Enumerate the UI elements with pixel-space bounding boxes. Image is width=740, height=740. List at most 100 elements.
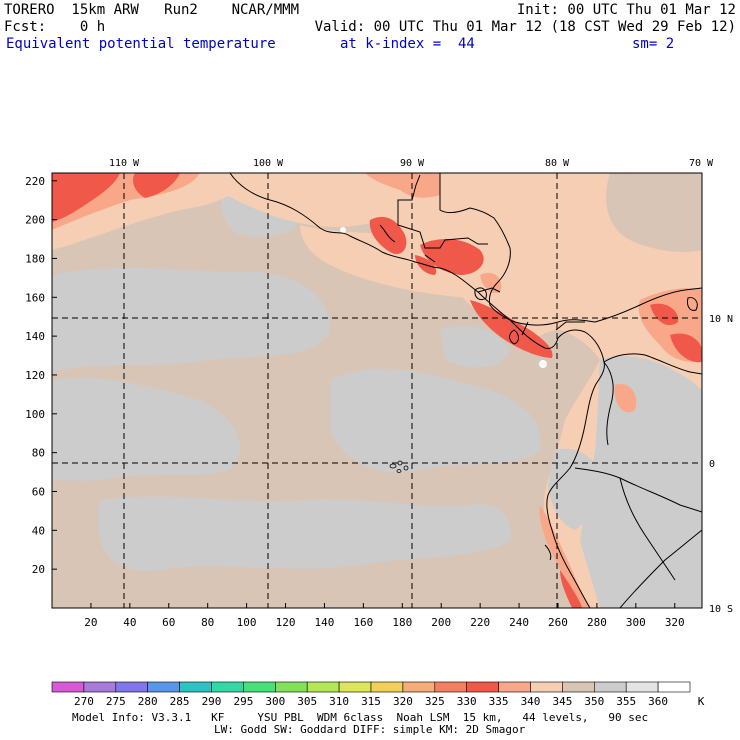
gray-region-andes [548, 448, 600, 530]
lat-label-10n: 10 N [709, 314, 733, 325]
header-forecast-hour: Fcst: 0 h [4, 19, 106, 35]
left-grid-label: 100 [25, 408, 45, 421]
bottom-grid-label: 260 [548, 616, 568, 629]
header-smoothing: sm= 2 [632, 36, 675, 52]
red-strip-peru [560, 570, 582, 608]
header-valid-time: Valid: 00 UTC Thu 01 Mar 12 (18 CST Wed … [314, 19, 736, 35]
colorbar-label: 310 [329, 695, 349, 708]
colorbar-label: 335 [489, 695, 509, 708]
left-grid-label: 60 [32, 485, 45, 498]
plot-frame [51, 172, 703, 609]
left-grid-labels: 220 200 180 160 140 120 100 80 60 40 20 [25, 175, 45, 576]
colorbar-swatch [498, 681, 531, 693]
header-init-time: Init: 00 UTC Thu 01 Mar 12 [516, 2, 736, 18]
header-model-title: TORERO 15km ARW Run2 NCAR/MMM [4, 2, 300, 18]
bottom-grid-label: 80 [201, 616, 214, 629]
axis-ticks [52, 180, 676, 608]
left-grid-label: 180 [25, 252, 45, 265]
red-patch-north [133, 173, 180, 198]
colorbar-swatch [51, 681, 85, 693]
colorbar-swatch [211, 681, 244, 693]
colorbar [51, 681, 691, 693]
bottom-grid-label: 120 [276, 616, 296, 629]
white-speck-2 [340, 227, 346, 233]
colorbar-swatch [530, 681, 563, 693]
colorbar-swatch [83, 681, 117, 693]
left-grid-label: 200 [25, 214, 45, 227]
bottom-grid-label: 40 [123, 616, 136, 629]
colorbar-swatch [657, 681, 691, 693]
left-grid-label: 40 [32, 524, 45, 537]
left-grid-label: 80 [32, 447, 45, 460]
bottom-grid-label: 320 [665, 616, 685, 629]
colorbar-swatch [306, 681, 340, 693]
lon-label-80w: 80 W [545, 158, 570, 169]
lat-label-10s: 10 S [709, 604, 733, 615]
lon-label-70w: 70 W [689, 158, 714, 169]
colorbar-label: 270 [74, 695, 94, 708]
bottom-grid-label: 300 [626, 616, 646, 629]
salmon-patch-north-mexico [365, 173, 440, 198]
colorbar-swatch [179, 681, 212, 693]
left-grid-label: 140 [25, 330, 45, 343]
graticule [52, 173, 702, 608]
salmon-patch-nicaragua [480, 272, 502, 294]
colorbar-unit: K [698, 695, 705, 708]
colorbar-swatch [402, 681, 436, 693]
white-speck [539, 360, 547, 368]
colorbar-swatch [466, 681, 499, 693]
gray-region-west [52, 378, 240, 481]
colorbar-label: 360 [648, 695, 668, 708]
colorbar-swatch [434, 681, 467, 693]
bottom-grid-labels: 20 40 60 80 100 120 140 160 180 200 220 240 260 280 30… [84, 616, 684, 629]
red-patch-venezuela-2 [670, 333, 702, 363]
galapagos-islands [389, 460, 409, 473]
left-grid-label: 20 [32, 563, 45, 576]
colorbar-swatch [370, 681, 404, 693]
left-grid-label: 120 [25, 369, 45, 382]
colorbar-label: 330 [457, 695, 477, 708]
colorbar-label: 350 [584, 695, 604, 708]
bottom-grid-label: 180 [392, 616, 412, 629]
gray-region-northwest [52, 267, 330, 372]
gray-region-south [98, 496, 511, 571]
colorbar-label: 345 [552, 695, 572, 708]
bottom-grid-label: 240 [509, 616, 529, 629]
header-level: at k-index = 44 [340, 36, 475, 52]
gray-region-panama-bight [440, 326, 510, 368]
colorbar-label: 325 [425, 695, 445, 708]
colorbar-swatch [338, 681, 372, 693]
red-patch-venezuela-1 [650, 303, 679, 326]
colorbar-swatch [147, 681, 180, 693]
header-field-name: Equivalent potential temperature [6, 36, 276, 52]
colorbar-labels: 270 275 280 285 290 295 300 305 310 315 320 325 330 3… [74, 695, 668, 708]
right-latitude-labels: 10 N 0 10 S [709, 314, 733, 615]
colorbar-label: 315 [361, 695, 381, 708]
colorbar-label: 280 [138, 695, 158, 708]
colorbar-swatch [243, 681, 276, 693]
colorbar-label: 275 [106, 695, 126, 708]
top-longitude-labels: 110 W 100 W 90 W 80 W 70 W [109, 158, 714, 169]
colorbar-swatch [115, 681, 149, 693]
bottom-grid-label: 60 [162, 616, 175, 629]
colorbar-label: 340 [521, 695, 541, 708]
colorbar-label: 300 [265, 695, 285, 708]
coastlines [229, 173, 702, 608]
gray-region-central [330, 368, 541, 473]
colorbar-label: 295 [233, 695, 253, 708]
bottom-grid-label: 160 [353, 616, 373, 629]
bottom-grid-label: 100 [237, 616, 257, 629]
lat-label-0: 0 [709, 459, 715, 470]
colorbar-label: 355 [616, 695, 636, 708]
bottom-grid-label: 20 [84, 616, 97, 629]
lon-label-110w: 110 W [109, 158, 140, 169]
red-region-northwest [52, 173, 120, 222]
bottom-grid-label: 200 [431, 616, 451, 629]
colorbar-swatch [625, 681, 659, 693]
bottom-grid-label: 280 [587, 616, 607, 629]
colorbar-label: 285 [170, 695, 190, 708]
lon-label-100w: 100 W [253, 158, 284, 169]
colorbar-swatch [593, 681, 627, 693]
colorbar-label: 320 [393, 695, 413, 708]
bottom-grid-label: 140 [315, 616, 335, 629]
